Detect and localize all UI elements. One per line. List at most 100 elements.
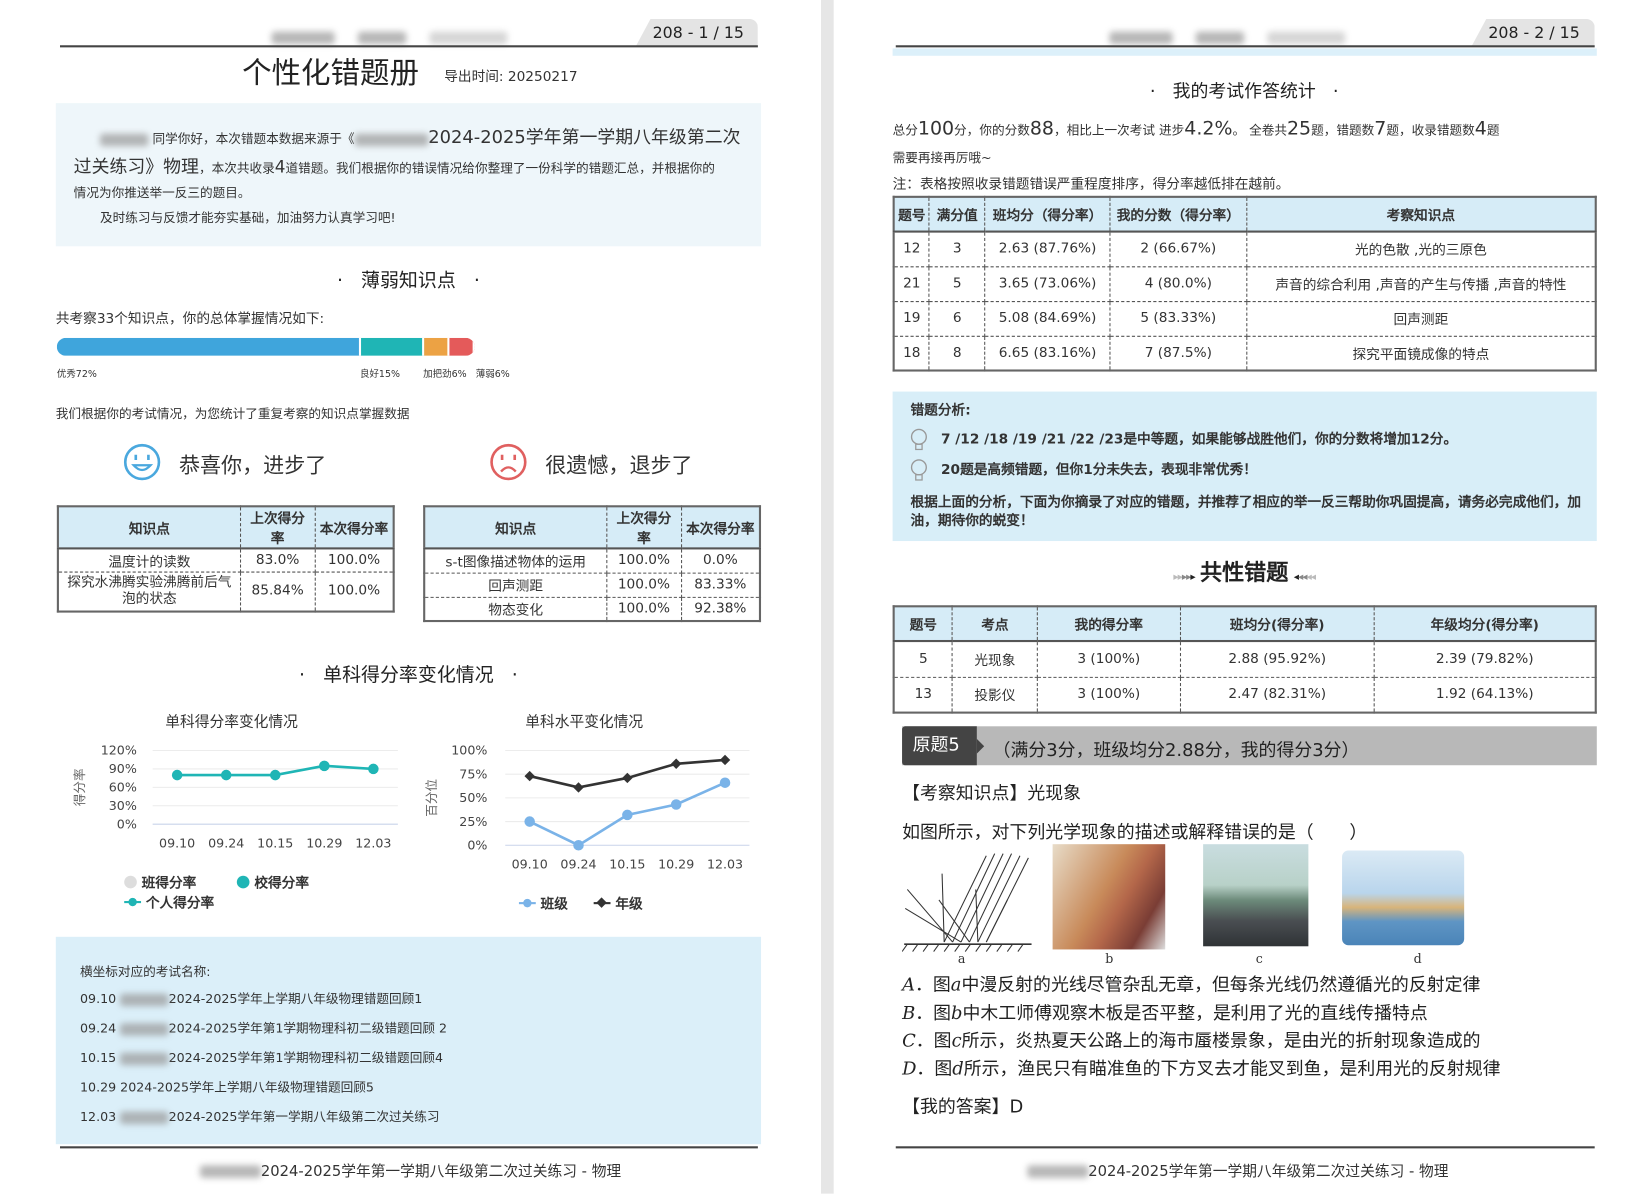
score-rate-chart: 0% 30% 60% 90% 120% 09.10 09.24 10.15 10.29 12.03…	[72, 743, 398, 850]
question-label: 原题5	[902, 726, 977, 766]
exam-date: 10.15	[79, 1050, 121, 1066]
figure-label: c	[1255, 951, 1263, 967]
exam-list-title: 横坐标对应的考试名称:	[79, 964, 211, 979]
my-score: 88	[1029, 117, 1054, 140]
mastery-label: 优秀72%	[56, 369, 97, 380]
page-footer: 2024-2025学年第一学期八年级第二次过关练习 - 物理	[834, 1160, 1642, 1181]
column-header: 班均分（得分率）	[984, 196, 1111, 233]
intro-text: 及时练习与反馈才能夯实基础，加油努力认真学习吧!	[99, 210, 396, 226]
improved-table: 知识点 上次得分率 本次得分率 温度计的读数 83.0% 100.0% 探究水沸腾实验沸腾前…	[56, 505, 395, 613]
table-row: 21 5 3.65 (73.06%) 4 (80.0%) 声音的综合利用 ,声音的产生与…	[893, 265, 1597, 302]
exam-subject: 过关练习》物理	[73, 156, 199, 178]
table-cell: 100.0%	[606, 547, 682, 574]
blurred-school-name	[120, 993, 169, 1006]
table-cell: 1.92 (64.13%)	[1373, 676, 1597, 714]
x-tick-label: 09.10	[512, 856, 548, 871]
percentile-chart: 0% 25% 50% 75% 100% 09.10 09.24 10.15 10.29 12.03…	[424, 743, 750, 871]
exam-name: 2024-2025学年第1学期物理科初二级错题回顾4	[168, 1050, 443, 1066]
x-tick-label: 10.15	[609, 856, 645, 871]
declined-title: 很遗憾，退步了	[545, 452, 693, 478]
data-point	[220, 769, 232, 781]
header-divider	[895, 45, 1595, 48]
page-footer: 2024-2025学年第一学期八年级第二次过关练习 - 物理	[0, 1160, 821, 1181]
diffuse-reflection-diagram	[902, 853, 1032, 952]
table-cell: 温度计的读数	[57, 547, 241, 573]
table-row: 回声测距 100.0% 83.33%	[423, 572, 761, 598]
column-header: 考点	[951, 605, 1038, 643]
data-point	[670, 758, 682, 769]
column-header: 我的分数（得分率）	[1109, 196, 1248, 233]
data-point	[719, 754, 731, 766]
wrong-count: 4	[274, 156, 286, 177]
analysis-tip: 20题是高频错题，但你1分未失去，表现非常优秀！	[907, 458, 1257, 483]
table-cell: 5 (83.33%)	[1109, 300, 1248, 337]
x-tick-label: 09.24	[208, 835, 244, 850]
x-tick-label: 09.24	[560, 856, 596, 871]
data-point	[622, 809, 633, 821]
table-cell: 3 (100%)	[1036, 640, 1181, 678]
legend-item[interactable]: 校得分率	[254, 875, 310, 892]
table-cell: 回声测距	[423, 572, 608, 598]
column-header: 本次得分率	[680, 505, 761, 550]
column-header: 年级均分(得分率)	[1373, 605, 1597, 643]
sad-face-icon	[490, 443, 527, 481]
page-number-tab: 208 - 1 / 15	[635, 18, 758, 47]
table-row: 18 8 6.65 (83.16%) 7 (87.5%) 探究平面镜成像的特点	[893, 335, 1597, 372]
table-cell: 5.08 (84.69%)	[984, 300, 1111, 337]
analysis-tip: 7 /12 /18 /19 /21 /22 /23是中等题，如果能够战胜他们，你…	[907, 427, 1457, 452]
table-cell: 6	[928, 300, 986, 337]
legend-line-dot-icon	[518, 898, 536, 908]
mastery-legend: 优秀72% 良好15% 加把劲6% 薄弱6%	[57, 366, 541, 381]
exam-date: 12.03	[79, 1109, 121, 1125]
figure-label: a	[957, 951, 966, 967]
data-point	[573, 839, 584, 851]
mastery-segment	[360, 337, 425, 356]
y-tick-label: 90%	[109, 761, 137, 776]
blurred-header-info	[1109, 26, 1346, 46]
table-row: 5 光现象 3 (100%) 2.88 (95.92%) 2.39 (79.82%)	[893, 640, 1597, 678]
mastery-label: 加把劲6%	[423, 369, 467, 380]
question-count: 25	[1287, 117, 1312, 140]
column-header: 上次得分率	[606, 505, 682, 550]
analysis-box: 错题分析: 7 /12 /18 /19 /21 /22 /23是中等题，如果能够…	[892, 391, 1597, 542]
column-header: 本次得分率	[314, 505, 395, 550]
table-cell: 投影仪	[951, 676, 1038, 714]
exam-date: 10.29	[79, 1079, 121, 1095]
table-cell: 19	[893, 300, 930, 337]
column-header: 知识点	[57, 505, 241, 550]
table-cell: 5	[928, 265, 986, 302]
exam-date: 09.10	[79, 991, 121, 1007]
y-tick-label: 120%	[101, 743, 137, 758]
legend-item[interactable]: 班级	[540, 896, 568, 913]
intro-text: 同学你好，本次错题本数据来源于《	[152, 131, 355, 147]
table-cell: 18	[893, 335, 930, 372]
table-cell: 21	[893, 265, 930, 302]
table-cell: 2 (66.67%)	[1109, 231, 1248, 267]
mastery-segment	[449, 337, 475, 356]
x-tick-label: 10.29	[306, 835, 342, 850]
legend-item[interactable]: 年级	[615, 896, 643, 913]
exam-list-box: 横坐标对应的考试名称: 09.10 2024-2025学年上学期八年级物理错题回…	[55, 936, 762, 1145]
table-cell: 声音的综合利用 ,声音的产生与传播 ,声音的特性	[1246, 265, 1597, 302]
export-time: 导出时间: 20250217	[444, 69, 578, 86]
mastery-label: 薄弱6%	[475, 369, 510, 380]
footer-divider	[895, 1146, 1595, 1149]
answer-option-b: B．图b中木工师傅观察木板是否平整，是利用了光的直线传播特点	[902, 1002, 1428, 1024]
data-point	[171, 769, 183, 781]
table-row: 温度计的读数 83.0% 100.0%	[57, 547, 395, 573]
legend-item[interactable]: 班得分率	[141, 875, 197, 892]
table-cell: 8	[928, 335, 986, 372]
exam-list-item: 09.10 2024-2025学年上学期八年级物理错题回顾1	[80, 989, 422, 1007]
intro-text: 道错题。我们根据你的错误情况给你整理了一份科学的错题汇总，并根据你的	[285, 161, 715, 176]
legend-item[interactable]: 个人得分率	[145, 895, 215, 912]
trend-heading: · 单科得分率变化情况 ·	[299, 664, 518, 687]
table-cell: 0.0%	[680, 547, 761, 574]
footer-divider	[59, 1146, 758, 1149]
column-header: 我的得分率	[1036, 605, 1181, 643]
table-cell: 光的色散 ,光的三原色	[1246, 231, 1597, 267]
recorded-count: 4	[1474, 117, 1487, 140]
encourage-text: 需要再接再厉哦~	[892, 150, 992, 166]
x-tick-label: 12.03	[355, 835, 391, 850]
answer-option-d: D．图d所示，渔民只有瞄准鱼的下方叉去才能叉到鱼，是利用光的反射规律	[902, 1059, 1501, 1081]
table-cell: s-t图像描述物体的运用	[423, 547, 608, 574]
